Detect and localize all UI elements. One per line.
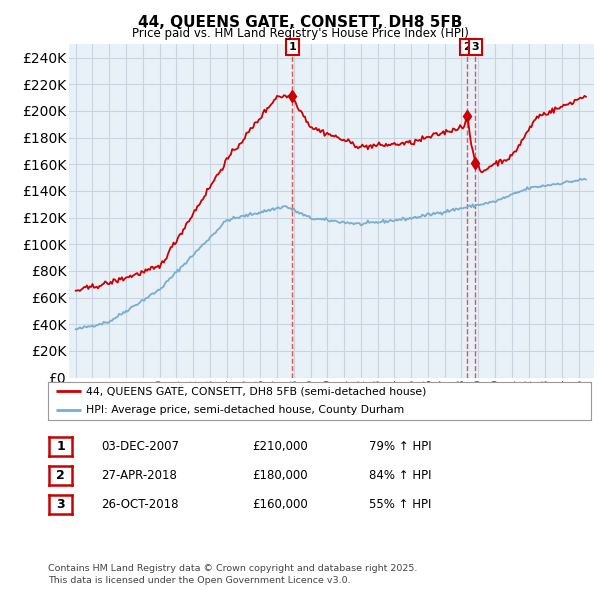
Text: Price paid vs. HM Land Registry's House Price Index (HPI): Price paid vs. HM Land Registry's House … <box>131 27 469 40</box>
Text: 3: 3 <box>472 42 479 52</box>
Text: £160,000: £160,000 <box>252 498 308 511</box>
Text: 03-DEC-2007: 03-DEC-2007 <box>101 440 179 453</box>
Text: £210,000: £210,000 <box>252 440 308 453</box>
Text: 27-APR-2018: 27-APR-2018 <box>101 469 176 482</box>
Text: HPI: Average price, semi-detached house, County Durham: HPI: Average price, semi-detached house,… <box>86 405 404 415</box>
Text: 84% ↑ HPI: 84% ↑ HPI <box>369 469 431 482</box>
Text: 1: 1 <box>289 42 296 52</box>
Text: 2: 2 <box>56 469 65 482</box>
Text: Contains HM Land Registry data © Crown copyright and database right 2025.
This d: Contains HM Land Registry data © Crown c… <box>48 565 418 585</box>
Text: 26-OCT-2018: 26-OCT-2018 <box>101 498 178 511</box>
Text: 79% ↑ HPI: 79% ↑ HPI <box>369 440 431 453</box>
Text: 44, QUEENS GATE, CONSETT, DH8 5FB (semi-detached house): 44, QUEENS GATE, CONSETT, DH8 5FB (semi-… <box>86 386 427 396</box>
Text: £180,000: £180,000 <box>252 469 308 482</box>
Text: 1: 1 <box>56 440 65 453</box>
Text: 3: 3 <box>56 498 65 511</box>
Text: 2: 2 <box>463 42 471 52</box>
Text: 44, QUEENS GATE, CONSETT, DH8 5FB: 44, QUEENS GATE, CONSETT, DH8 5FB <box>138 15 462 30</box>
Text: 55% ↑ HPI: 55% ↑ HPI <box>369 498 431 511</box>
